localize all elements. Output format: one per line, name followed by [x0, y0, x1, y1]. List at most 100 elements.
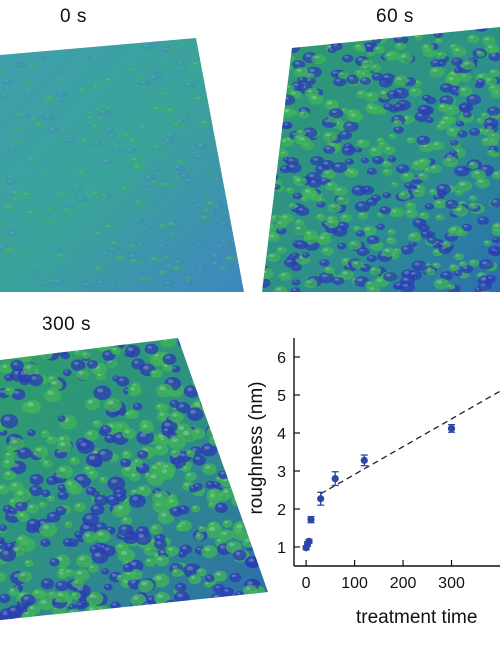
surface-bump — [101, 568, 110, 575]
surface-highlight — [299, 137, 305, 141]
surface-highlight — [333, 44, 338, 47]
surface-highlight — [159, 146, 162, 147]
surface-bump — [174, 582, 187, 593]
surface-highlight — [344, 147, 350, 151]
surface-highlight — [233, 497, 239, 501]
surface-highlight — [140, 81, 146, 83]
surface-bump — [180, 113, 192, 119]
surface-bump — [154, 539, 167, 550]
surface-bump — [94, 494, 109, 506]
surface-highlight — [273, 148, 279, 152]
surface-bump — [292, 60, 306, 70]
surface-bump — [188, 574, 202, 585]
surface-highlight — [323, 248, 329, 251]
surface-highlight — [430, 189, 435, 192]
surface-highlight — [282, 215, 288, 219]
surface-highlight — [76, 503, 81, 507]
surface-highlight — [186, 473, 192, 477]
surface-highlight — [257, 609, 262, 612]
surface-highlight — [437, 215, 441, 218]
surface-bump — [254, 343, 268, 356]
surface-highlight — [410, 233, 416, 237]
surface-highlight — [287, 188, 291, 191]
surface-highlight — [39, 520, 45, 525]
surface-bump — [103, 77, 116, 83]
surface-bump — [406, 137, 416, 144]
surface-bump — [0, 69, 5, 74]
surface-highlight — [116, 493, 121, 497]
surface-highlight — [451, 141, 455, 143]
surface-highlight — [10, 588, 15, 592]
surface-highlight — [122, 67, 125, 69]
surface-highlight — [483, 138, 488, 142]
surface-bump — [399, 281, 415, 292]
surface-highlight — [479, 217, 484, 221]
surface-highlight — [11, 48, 14, 50]
surface-highlight — [344, 56, 349, 59]
surface-highlight — [262, 163, 263, 166]
surface-highlight — [272, 215, 277, 219]
surface-highlight — [396, 43, 401, 46]
surface-bump — [26, 604, 41, 615]
surface-bump — [342, 54, 354, 63]
surface-highlight — [14, 547, 19, 551]
surface-highlight — [146, 176, 152, 179]
surface-highlight — [384, 249, 390, 252]
surface-bump — [23, 79, 32, 84]
surface-bump — [164, 599, 177, 610]
surface-bump — [462, 111, 472, 118]
surface-bump — [161, 426, 174, 437]
surface-highlight — [106, 78, 110, 81]
surface-bump — [189, 355, 208, 370]
surface-highlight — [94, 421, 98, 424]
surface-bump — [264, 181, 274, 189]
surface-bump — [69, 456, 80, 465]
surface-bump — [176, 402, 191, 414]
surface-bump — [202, 355, 214, 364]
surface-bump — [39, 349, 53, 360]
surface-bump — [354, 69, 364, 77]
surface-bump — [234, 448, 244, 456]
surface-bump — [106, 246, 121, 253]
surface-bump — [55, 611, 69, 620]
surface-highlight — [84, 283, 89, 286]
surface-highlight — [456, 190, 460, 193]
surface-highlight — [77, 476, 84, 481]
surface-bump — [28, 373, 44, 387]
surface-highlight — [163, 47, 168, 50]
surface-bump — [91, 83, 103, 88]
surface-highlight — [124, 388, 128, 391]
surface-highlight — [43, 580, 49, 584]
surface-highlight — [295, 226, 301, 230]
surface-highlight — [343, 258, 348, 262]
surface-highlight — [19, 141, 23, 143]
surface-highlight — [427, 269, 431, 272]
surface-bump — [366, 167, 377, 175]
surface-bump — [86, 469, 99, 480]
surface-bump — [220, 487, 235, 499]
surface-bump — [192, 95, 206, 102]
surface-highlight — [145, 473, 149, 476]
surface-bump — [294, 219, 305, 227]
surface-highlight — [178, 160, 183, 163]
surface-bump — [201, 545, 218, 559]
surface-bump — [57, 415, 66, 422]
surface-highlight — [176, 167, 181, 169]
surface-highlight — [449, 128, 455, 132]
surface-bump — [407, 232, 422, 242]
surface-highlight — [477, 118, 481, 121]
surface-map-0s — [0, 38, 244, 292]
surface-bump — [64, 205, 72, 209]
surface-bump — [354, 146, 363, 153]
surface-highlight — [262, 266, 265, 269]
surface-bump — [269, 38, 286, 50]
surface-bump — [175, 159, 188, 165]
surface-highlight — [32, 475, 38, 480]
surface-bump — [72, 188, 83, 193]
surface-bump — [29, 485, 43, 497]
surface-highlight — [488, 150, 492, 153]
surface-highlight — [177, 524, 182, 528]
surface-bump — [370, 64, 382, 72]
surface-highlight — [210, 208, 214, 211]
surface-highlight — [172, 508, 177, 512]
